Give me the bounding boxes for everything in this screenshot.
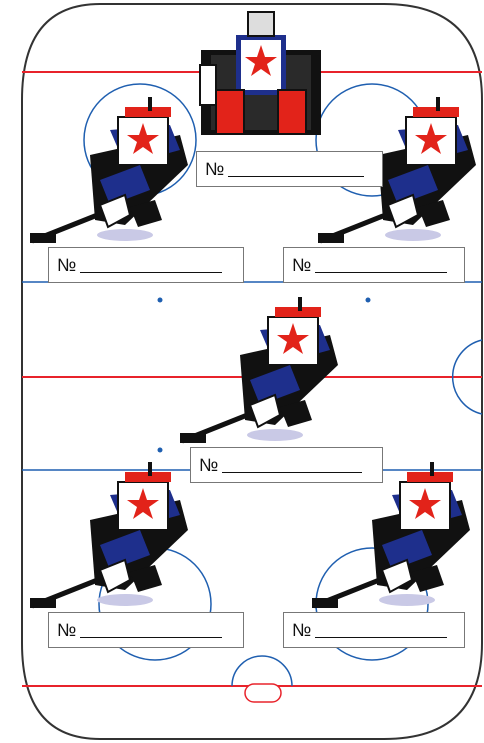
player-5-number-field[interactable]: № <box>283 612 465 648</box>
number-blank-line[interactable] <box>80 623 223 638</box>
skater-sprite <box>30 460 195 612</box>
goalie-sprite <box>199 11 321 135</box>
number-blank-line[interactable] <box>228 162 365 177</box>
number-sign: № <box>57 254 77 275</box>
number-sign: № <box>199 454 219 475</box>
number-blank-line[interactable] <box>222 458 363 473</box>
number-blank-line[interactable] <box>80 258 223 273</box>
number-sign: № <box>292 254 312 275</box>
goalie-number-field[interactable]: № <box>196 151 383 187</box>
goal-crease <box>231 655 293 687</box>
faceoff-dot <box>365 297 371 303</box>
player-2-number-field[interactable]: № <box>283 247 465 283</box>
number-blank-line[interactable] <box>315 258 448 273</box>
number-sign: № <box>292 619 312 640</box>
skater-sprite <box>180 295 345 447</box>
number-sign: № <box>57 619 77 640</box>
player-3-number-field[interactable]: № <box>190 447 383 483</box>
skater-sprite <box>30 95 195 247</box>
faceoff-dot <box>157 447 163 453</box>
goal-net <box>244 683 282 703</box>
faceoff-dot <box>157 297 163 303</box>
number-blank-line[interactable] <box>315 623 448 638</box>
player-1-number-field[interactable]: № <box>48 247 244 283</box>
player-4-number-field[interactable]: № <box>48 612 244 648</box>
number-sign: № <box>205 158 225 179</box>
center-circle <box>451 339 483 415</box>
